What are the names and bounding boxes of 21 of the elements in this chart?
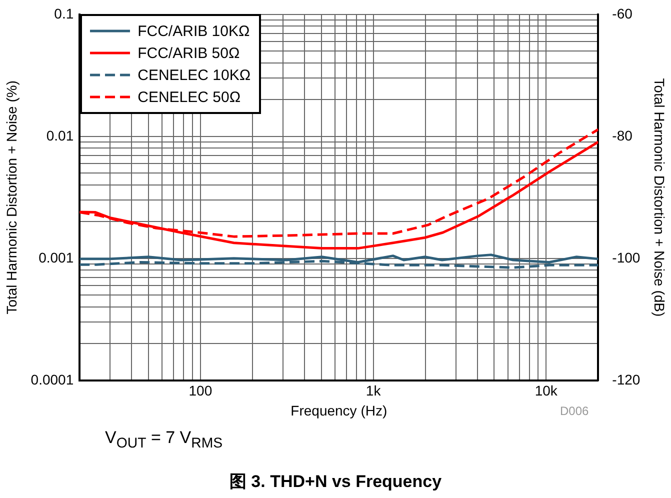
y2-tick-label: -120 — [612, 371, 640, 388]
y-tick-label: 0.001 — [38, 249, 74, 266]
x-tick-label: 100 — [188, 382, 212, 399]
y2-axis-title: Total Harmonic Distortion + Noise (dB) — [652, 78, 668, 317]
x-tick-label: 10k — [534, 382, 558, 399]
legend-label: CENELEC 10KΩ — [138, 66, 251, 84]
y-tick-label: 0.01 — [46, 127, 74, 144]
legend-label: FCC/ARIB 50Ω — [138, 44, 240, 62]
y2-tick-label: -80 — [612, 127, 633, 144]
text: 图 3. THD+N vs Frequency — [228, 471, 443, 493]
text: V$_{OUT}$ = 7 V$_{RMS}$ — [105, 428, 223, 452]
legend-label: CENELEC 50Ω — [138, 88, 241, 106]
y2-tick-label: -100 — [612, 249, 640, 266]
text: D006 — [560, 404, 589, 418]
y-tick-label: 0.1 — [54, 5, 74, 22]
y-axis-title: Total Harmonic Distortion + Noise (%) — [3, 80, 20, 314]
x-tick-label: 1k — [366, 382, 382, 399]
y-tick-label: 0.0001 — [30, 371, 74, 388]
y2-tick-label: -60 — [612, 5, 633, 22]
x-axis-title: Frequency (Hz) — [290, 402, 388, 418]
legend-label: FCC/ARIB 10KΩ — [138, 22, 250, 40]
